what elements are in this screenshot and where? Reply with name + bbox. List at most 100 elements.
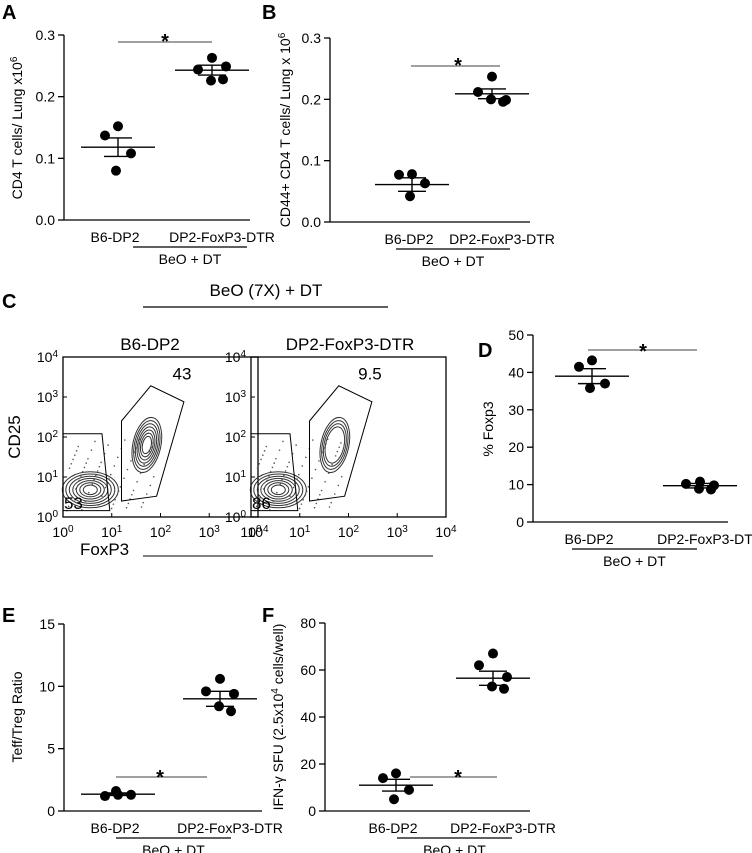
event-dot (340, 475, 343, 478)
data-point (706, 484, 716, 495)
event-dot (117, 490, 120, 492)
contour-line (322, 423, 347, 467)
category-label: DP2-FoxP3-DTR (449, 231, 555, 247)
panel-letter: C (2, 291, 16, 313)
event-dot (126, 468, 129, 471)
event-dot (307, 486, 310, 488)
y-axis-label: Teff/Treg Ratio (9, 671, 25, 762)
event-dot (324, 481, 326, 483)
event-dot (311, 477, 313, 480)
event-dot (125, 506, 128, 509)
x-tick-label: 103 (387, 524, 409, 541)
event-dot (319, 493, 321, 496)
event-dot (80, 475, 82, 477)
event-dot (286, 465, 289, 468)
event-dot (71, 496, 73, 499)
y-tick-label: 101 (37, 469, 59, 486)
event-dot (81, 470, 84, 473)
event-dot (278, 449, 281, 451)
event-dots (254, 438, 343, 512)
y-tick-label: 40 (508, 364, 524, 380)
event-dot (305, 490, 308, 492)
group-label: BeO + DT (422, 253, 485, 269)
event-dot (83, 466, 86, 469)
y-tick-label: 0.3 (302, 30, 322, 46)
data-point (111, 165, 121, 176)
event-dot (283, 474, 285, 477)
data-point (681, 478, 691, 489)
event-dot (143, 463, 145, 466)
event-dot (297, 473, 300, 476)
event-dot (340, 442, 342, 444)
event-dot (261, 454, 264, 456)
y-tick-label: 20 (508, 439, 524, 455)
event-dot (90, 449, 93, 451)
flow-title: BeO (7X) + DT (210, 281, 323, 300)
data-point (126, 789, 136, 800)
event-dot (318, 460, 320, 462)
event-dot (145, 493, 148, 495)
event-dot (262, 488, 265, 490)
y-tick-label: 60 (300, 662, 316, 678)
y-tick-label: 102 (37, 429, 59, 446)
data-point (207, 52, 217, 63)
event-dot (272, 500, 275, 503)
event-dot (123, 477, 125, 480)
event-dot (315, 502, 318, 505)
event-dot (74, 488, 77, 490)
contour-line (79, 482, 102, 498)
data-point (487, 681, 497, 692)
category-label: B6-DP2 (384, 231, 433, 247)
event-dot (266, 479, 268, 482)
y-tick-label: 101 (225, 469, 247, 486)
event-dot (142, 501, 145, 504)
data-point (229, 688, 239, 699)
data-point (420, 178, 430, 189)
event-dot (114, 499, 116, 501)
event-dot (152, 475, 155, 478)
event-dot (152, 442, 154, 444)
event-dot (289, 495, 291, 498)
event-dot (96, 470, 99, 472)
event-dot (304, 494, 306, 497)
contour-negative-population (249, 471, 307, 509)
y-tick-label: 0.0 (36, 212, 56, 228)
contour-line (68, 475, 112, 504)
event-dot (75, 450, 78, 452)
x-tick-label: 103 (199, 524, 221, 541)
event-dot (300, 503, 303, 505)
significance-star: * (639, 341, 647, 363)
contour-line (65, 473, 116, 507)
data-point (574, 361, 584, 372)
y-tick-label: 30 (508, 402, 524, 418)
data-point (378, 773, 388, 784)
event-dot (275, 457, 277, 460)
event-dot (85, 462, 88, 464)
data-point (226, 706, 236, 717)
data-point (587, 355, 597, 366)
significance-star: * (454, 55, 462, 77)
x-tick-label: 100 (240, 524, 262, 541)
flow-plot-title: DP2-FoxP3-DTR (286, 335, 414, 354)
gate-foxp3-positive (121, 385, 185, 502)
y-tick-label: 10 (39, 678, 55, 694)
event-dot (84, 500, 87, 503)
contour-line (138, 429, 156, 461)
data-point (391, 768, 401, 779)
event-dot (116, 456, 119, 459)
event-dot (326, 438, 329, 441)
event-dot (73, 454, 76, 456)
event-dot (132, 489, 135, 492)
event-dot (268, 475, 270, 477)
data-point (218, 74, 228, 85)
contour-line (324, 426, 346, 464)
y-tick-label: 0 (47, 803, 55, 819)
event-dot (113, 465, 116, 467)
event-dot (109, 473, 112, 476)
y-tick-label: 15 (39, 616, 55, 632)
category-label: DP2-FoxP3-DTR (657, 531, 752, 547)
contour-line (267, 482, 290, 498)
event-dot (146, 455, 149, 457)
